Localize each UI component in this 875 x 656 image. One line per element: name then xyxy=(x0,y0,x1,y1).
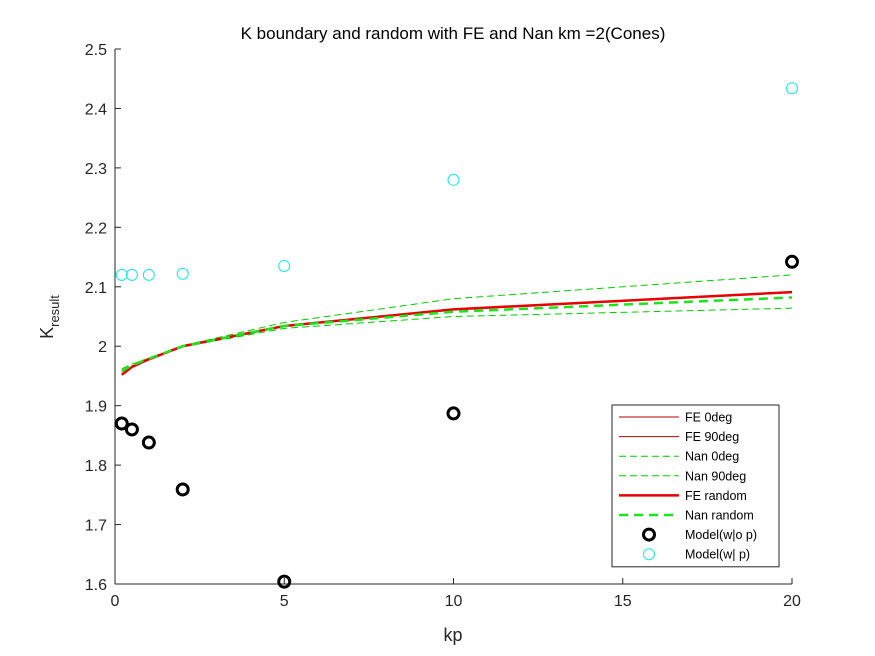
y-tick-label: 1.7 xyxy=(85,518,107,535)
y-tick-label: 2.4 xyxy=(85,101,107,118)
marker-point-with-p xyxy=(447,173,460,186)
y-axis-label: Kresult xyxy=(37,295,62,339)
y-tick-label: 1.8 xyxy=(85,458,107,475)
x-axis-label: kp xyxy=(443,625,462,645)
legend-label: FE 90deg xyxy=(685,430,739,444)
chart-title: K boundary and random with FE and Nan km… xyxy=(241,24,666,43)
marker-point-without-p xyxy=(141,435,156,450)
x-tick-label: 15 xyxy=(614,593,632,610)
series-lines xyxy=(121,274,793,376)
marker-point-without-p xyxy=(175,482,190,497)
marker-point-with-p xyxy=(176,267,189,280)
y-tick-label: 2.3 xyxy=(85,161,107,178)
marker-point-without-p xyxy=(277,574,292,589)
legend-label: Nan 0deg xyxy=(685,450,739,464)
legend-label: Model(w| p) xyxy=(685,548,750,562)
marker-point-with-p xyxy=(786,82,798,95)
legend-label: FE 0deg xyxy=(685,411,732,425)
y-tick-label: 2.2 xyxy=(85,220,107,237)
y-axis-label-main: K xyxy=(37,327,57,339)
marker-point-without-p xyxy=(785,254,799,269)
legend-swatch xyxy=(643,548,655,561)
x-tick-label: 0 xyxy=(111,593,120,610)
x-tick-label: 10 xyxy=(445,593,463,610)
legend: FE 0deg FE 90deg Nan 0deg Nan 90deg FE rando… xyxy=(611,404,780,568)
x-tick-label: 5 xyxy=(280,593,289,610)
marker-point-with-p xyxy=(278,259,291,272)
y-axis-label-sub: result xyxy=(47,295,62,327)
marker-point-without-p xyxy=(446,406,461,421)
y-tick-label: 2.5 xyxy=(85,42,107,59)
axes: 0 5 10 15 20 1.6 1.7 1.8 1.9 2 2.1 2.2 2.3 2.4 2.5 xyxy=(85,42,801,610)
marker-point-without-p xyxy=(124,422,139,437)
marker-point-with-p xyxy=(115,268,128,281)
series-line-nan-0deg xyxy=(121,274,793,370)
y-tick-label: 2.1 xyxy=(85,280,107,297)
y-tick-label: 1.6 xyxy=(85,577,107,594)
legend-label: FE random xyxy=(685,489,747,503)
svg-text:Kresult: Kresult xyxy=(37,295,62,339)
y-tick-label: 1.9 xyxy=(85,399,107,416)
legend-box xyxy=(611,404,780,568)
marker-point-with-p xyxy=(142,268,155,281)
legend-swatch xyxy=(642,527,656,542)
series-line-nan-random xyxy=(121,296,793,373)
series-markers xyxy=(114,82,799,589)
legend-label: Model(w|o p) xyxy=(685,528,757,542)
legend-label: Nan random xyxy=(685,509,754,523)
legend-label: Nan 90deg xyxy=(685,469,746,483)
marker-point-without-p xyxy=(114,416,129,431)
y-tick-label: 2 xyxy=(98,339,107,356)
x-tick-label: 20 xyxy=(783,593,801,610)
marker-point-with-p xyxy=(125,268,138,281)
